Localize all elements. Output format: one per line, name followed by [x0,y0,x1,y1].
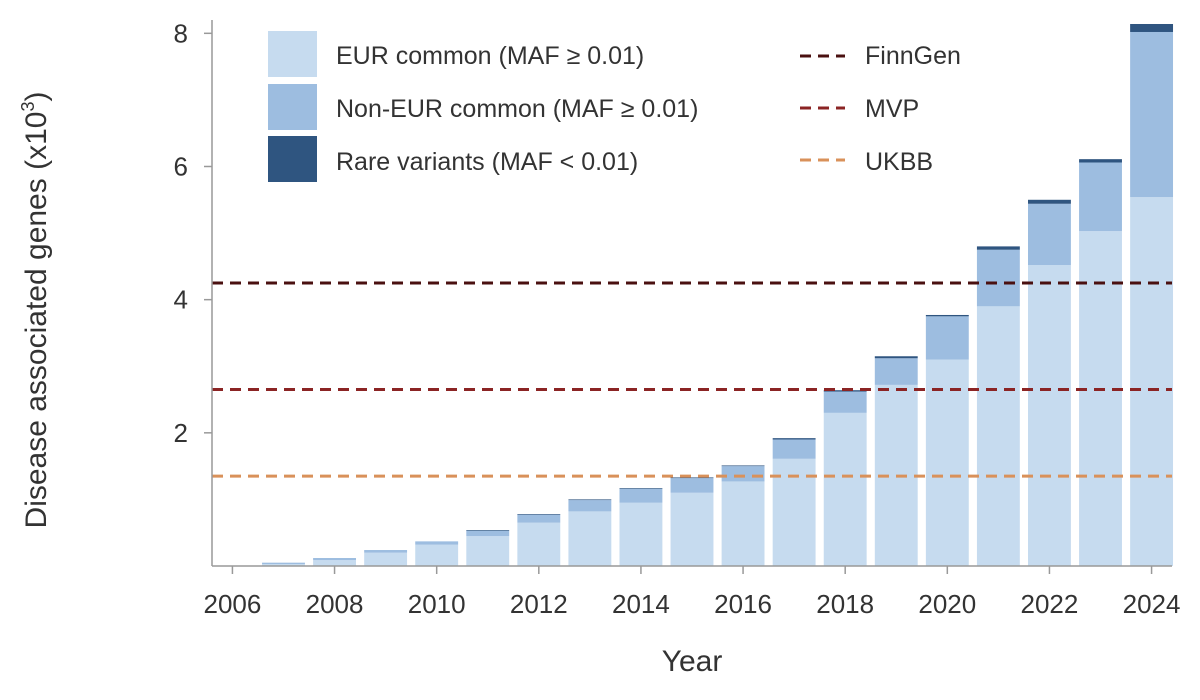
bar-non-eur-common-maf-0-01-2021 [976,249,1020,307]
y-axis-title: Disease associated genes (x103) [18,92,53,529]
bar-eur-common-maf-0-01-2021 [976,306,1020,566]
bar-rare-variants-maf-0-01-2011 [466,530,510,531]
legend-swatch-eur-common [268,31,317,77]
bar-non-eur-common-maf-0-01-2017 [772,439,816,459]
bar-non-eur-common-maf-0-01-2010 [415,541,459,545]
legend-label-rare-variants: Rare variants (MAF < 0.01) [336,148,638,176]
bar-eur-common-maf-0-01-2016 [721,481,765,566]
bar-eur-common-maf-0-01-2010 [415,544,459,566]
bar-rare-variants-maf-0-01-2015 [670,477,714,479]
bar-non-eur-common-maf-0-01-2022 [1028,203,1071,266]
bars-group [262,23,1174,567]
bar-eur-common-maf-0-01-2012 [517,522,561,566]
bar-eur-common-maf-0-01-2020 [925,359,969,566]
y-tick-label-4: 4 [174,285,188,315]
reference-lines-group [212,281,1172,478]
bar-rare-variants-maf-0-01-2023 [1079,159,1122,163]
y-axis-title-close: ) [20,92,53,102]
x-tick-label-2010: 2010 [408,589,466,619]
bar-rare-variants-maf-0-01-2021 [976,246,1020,250]
y-axis-title-superscript: 3 [18,102,38,112]
x-tick-label-2020: 2020 [918,589,976,619]
bar-eur-common-maf-0-01-2022 [1028,265,1071,566]
bar-non-eur-common-maf-0-01-2009 [364,550,408,553]
bar-non-eur-common-maf-0-01-2007 [262,562,305,565]
y-tick-label-2: 2 [174,418,188,448]
legend: EUR common (MAF ≥ 0.01) Non-EUR common (… [268,31,961,182]
x-tick-label-2024: 2024 [1123,589,1181,619]
x-tick-label-2016: 2016 [714,589,772,619]
bar-eur-common-maf-0-01-2009 [364,552,408,566]
bar-non-eur-common-maf-0-01-2019 [874,358,918,385]
bar-eur-common-maf-0-01-2023 [1079,231,1122,566]
x-tick-label-2014: 2014 [612,589,670,619]
x-tick-label-2022: 2022 [1021,589,1079,619]
bar-non-eur-common-maf-0-01-2016 [721,466,765,482]
bar-eur-common-maf-0-01-2007 [262,564,305,566]
bar-rare-variants-maf-0-01-2012 [517,514,561,515]
legend-label-ukbb: UKBB [865,148,933,176]
bar-non-eur-common-maf-0-01-2011 [466,530,510,537]
bar-rare-variants-maf-0-01-2016 [721,465,765,467]
x-axis-title: Year [662,645,723,678]
legend-label-finngen: FinnGen [865,42,961,70]
x-tick-label-2012: 2012 [510,589,568,619]
bar-rare-variants-maf-0-01-2020 [925,314,969,317]
bar-non-eur-common-maf-0-01-2024 [1130,31,1174,198]
bar-eur-common-maf-0-01-2018 [823,412,867,566]
bar-eur-common-maf-0-01-2014 [619,502,663,566]
y-axis-title-main: Disease associated genes (x10 [20,112,53,529]
legend-swatch-rare-variants [268,136,317,182]
legend-swatch-non-eur-common [268,84,317,130]
y-axis-ticks: 2 4 6 8 [174,18,212,448]
x-tick-label-2006: 2006 [204,589,262,619]
bar-rare-variants-maf-0-01-2013 [568,499,612,501]
bar-non-eur-common-maf-0-01-2020 [925,316,969,360]
bar-rare-variants-maf-0-01-2022 [1028,199,1071,204]
x-axis-ticks: 2006 2008 2010 2012 2014 2016 2018 2020 2022 2024 [204,566,1181,619]
bar-non-eur-common-maf-0-01-2008 [313,558,356,561]
bar-eur-common-maf-0-01-2013 [568,511,612,566]
bar-non-eur-common-maf-0-01-2023 [1079,162,1122,232]
bar-eur-common-maf-0-01-2011 [466,536,510,566]
bar-rare-variants-maf-0-01-2019 [874,356,918,359]
bar-eur-common-maf-0-01-2008 [313,560,356,566]
bar-non-eur-common-maf-0-01-2012 [517,514,561,523]
bar-eur-common-maf-0-01-2024 [1130,197,1174,567]
y-tick-label-8: 8 [174,18,188,48]
legend-label-non-eur-common: Non-EUR common (MAF ≥ 0.01) [336,95,698,123]
x-tick-label-2008: 2008 [306,589,364,619]
bar-non-eur-common-maf-0-01-2018 [823,391,867,413]
legend-label-mvp: MVP [865,95,919,123]
bar-non-eur-common-maf-0-01-2014 [619,488,663,503]
bar-eur-common-maf-0-01-2015 [670,492,714,566]
bar-rare-variants-maf-0-01-2024 [1130,23,1174,32]
x-tick-label-2018: 2018 [816,589,874,619]
bar-non-eur-common-maf-0-01-2013 [568,500,612,512]
legend-label-eur-common: EUR common (MAF ≥ 0.01) [336,42,644,70]
bar-rare-variants-maf-0-01-2014 [619,488,663,489]
y-tick-label-6: 6 [174,151,188,181]
bar-non-eur-common-maf-0-01-2015 [670,478,714,493]
bar-rare-variants-maf-0-01-2017 [772,438,816,440]
